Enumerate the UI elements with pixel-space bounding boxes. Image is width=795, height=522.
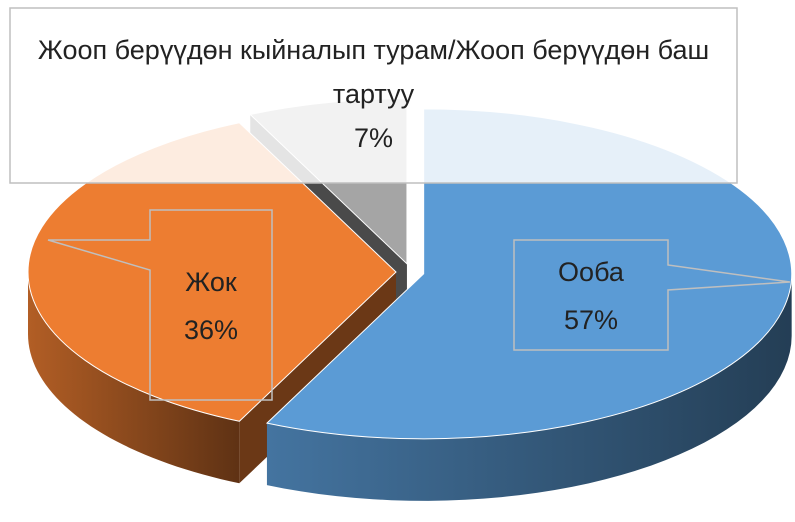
data-label: Жооп берүүдөн кыйналып турам/Жооп берүүд… xyxy=(10,28,737,160)
category-label: Жок xyxy=(185,267,237,297)
data-label: Жок 36% xyxy=(150,258,272,354)
slice-rim xyxy=(266,273,792,501)
callout-box xyxy=(513,239,791,351)
slice xyxy=(265,108,793,501)
callout-box xyxy=(47,209,273,401)
category-label: Жооп берүүдөн кыйналып турам/Жооп берүүд… xyxy=(37,35,710,109)
category-label: Ооба xyxy=(558,257,624,287)
slice-rim xyxy=(28,272,240,484)
value-label: 57% xyxy=(563,305,619,335)
data-label: Ооба 57% xyxy=(514,248,668,344)
value-label: 7% xyxy=(353,123,394,153)
callout-box xyxy=(9,7,738,184)
value-label: 36% xyxy=(183,315,239,345)
